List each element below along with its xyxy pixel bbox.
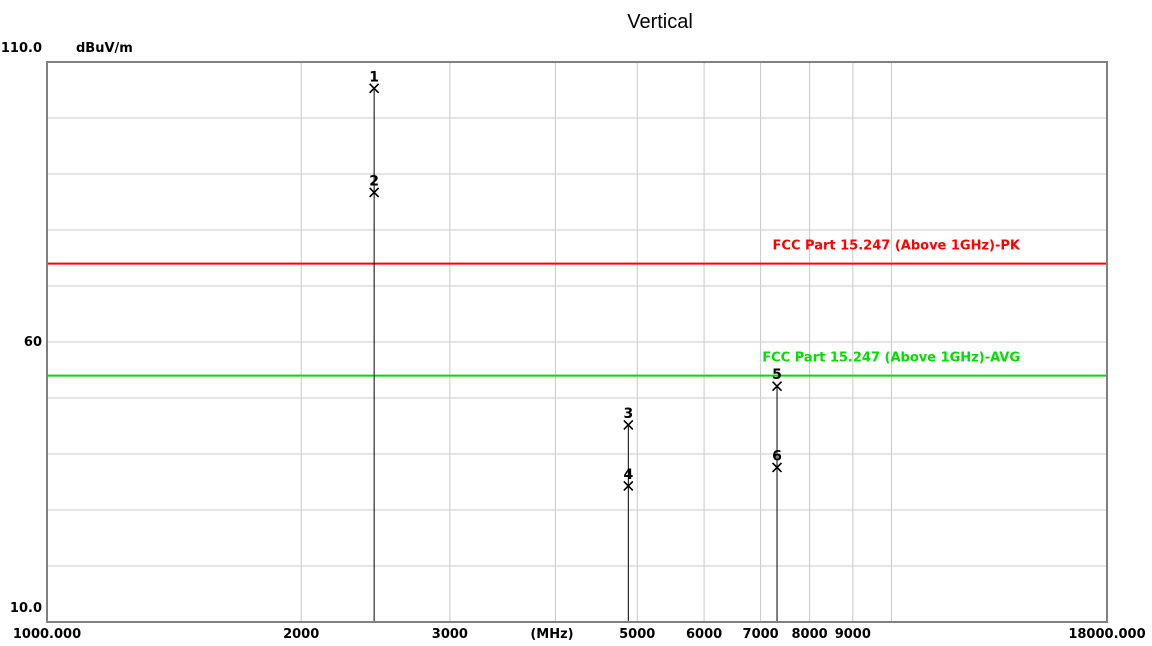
x-tick-label: 6000: [686, 627, 722, 642]
x-tick-label: 3000: [432, 627, 468, 642]
x-tick-label: 2000: [283, 627, 319, 642]
marker-number: 4: [623, 467, 633, 483]
x-tick-label: 7000: [743, 627, 779, 642]
y-tick-label: 110.0: [1, 41, 42, 56]
x-tick-label: 18000.000: [1068, 627, 1145, 642]
marker-number: 6: [772, 448, 782, 464]
markers: 1 2 3 4 5 6: [369, 69, 782, 622]
chart-title: Vertical: [627, 11, 693, 33]
limit-line-label: FCC Part 15.247 (Above 1GHz)-AVG: [762, 351, 1020, 366]
limit-lines: FCC Part 15.247 (Above 1GHz)-PK FCC Part …: [47, 239, 1107, 376]
marker-number: 5: [772, 367, 782, 383]
y-tick-label: 60: [24, 335, 42, 350]
y-tick-label: 10.0: [10, 601, 42, 616]
x-tick-labels: 1000.000 2000 3000 5000 6000 7000 8000 9000 1800…: [13, 627, 1146, 642]
grid-lines: [47, 62, 1107, 622]
marker-number: 3: [623, 406, 633, 422]
y-tick-labels: 110.0 60 10.0: [1, 41, 42, 616]
marker-number: 2: [369, 173, 379, 189]
x-tick-label: 5000: [619, 627, 655, 642]
marker-number: 1: [369, 69, 379, 85]
x-tick-label: 1000.000: [13, 627, 81, 642]
y-axis-unit: dBuV/m: [76, 41, 133, 56]
limit-line-label: FCC Part 15.247 (Above 1GHz)-PK: [773, 239, 1021, 254]
x-axis-unit: (MHz): [530, 627, 573, 642]
x-tick-label: 9000: [835, 627, 871, 642]
x-tick-label: 8000: [792, 627, 828, 642]
